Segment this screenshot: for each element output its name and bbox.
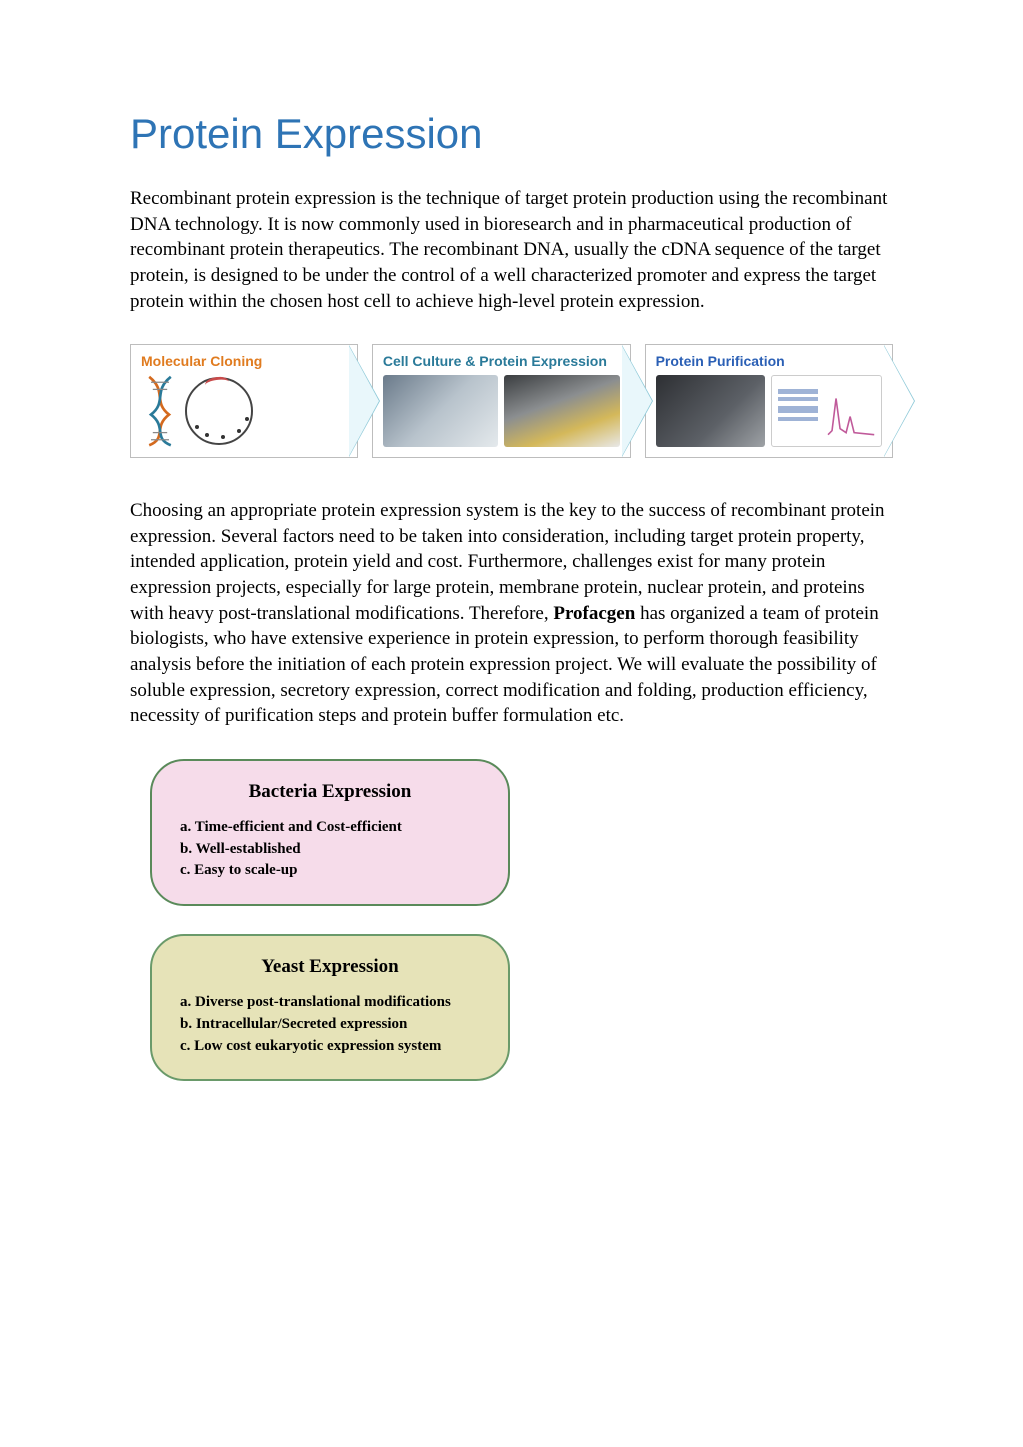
- workflow-diagram: Molecular Cloning Cell Culture & Protein…: [130, 344, 893, 458]
- workflow-title-purification: Protein Purification: [656, 353, 882, 369]
- workflow-title-cloning: Molecular Cloning: [141, 353, 347, 369]
- card-yeast-title: Yeast Expression: [180, 956, 480, 978]
- page-title: Protein Expression: [130, 110, 893, 158]
- workflow-panel-culture: Cell Culture & Protein Expression: [372, 344, 631, 458]
- card-bacteria-list: a. Time-efficient and Cost-efficient b. …: [180, 817, 480, 882]
- dna-helix-icon: [141, 375, 179, 447]
- purification-machine-photo: [656, 375, 765, 447]
- list-item: a. Diverse post-translational modificati…: [180, 992, 480, 1014]
- body-paragraph: Choosing an appropriate protein expressi…: [130, 498, 893, 729]
- cell-culture-photo-1: [383, 375, 498, 447]
- card-yeast-list: a. Diverse post-translational modificati…: [180, 992, 480, 1057]
- cell-culture-photo-2: [504, 375, 619, 447]
- workflow-title-culture: Cell Culture & Protein Expression: [383, 353, 620, 369]
- chromatogram-icon: [771, 375, 882, 447]
- list-item: a. Time-efficient and Cost-efficient: [180, 817, 480, 839]
- list-item: b. Intracellular/Secreted expression: [180, 1014, 480, 1036]
- card-bacteria-title: Bacteria Expression: [180, 781, 480, 803]
- list-item: b. Well-established: [180, 839, 480, 861]
- workflow-panel-cloning: Molecular Cloning: [130, 344, 358, 458]
- plasmid-icon: [185, 377, 253, 445]
- card-yeast: Yeast Expression a. Diverse post-transla…: [150, 934, 510, 1081]
- intro-paragraph: Recombinant protein expression is the te…: [130, 186, 893, 314]
- card-bacteria: Bacteria Expression a. Time-efficient an…: [150, 759, 510, 906]
- list-item: c. Easy to scale-up: [180, 860, 480, 882]
- company-name: Profacgen: [553, 603, 635, 624]
- workflow-panel-purification: Protein Purification: [645, 344, 893, 458]
- list-item: c. Low cost eukaryotic expression system: [180, 1036, 480, 1058]
- expression-cards: Bacteria Expression a. Time-efficient an…: [130, 759, 893, 1082]
